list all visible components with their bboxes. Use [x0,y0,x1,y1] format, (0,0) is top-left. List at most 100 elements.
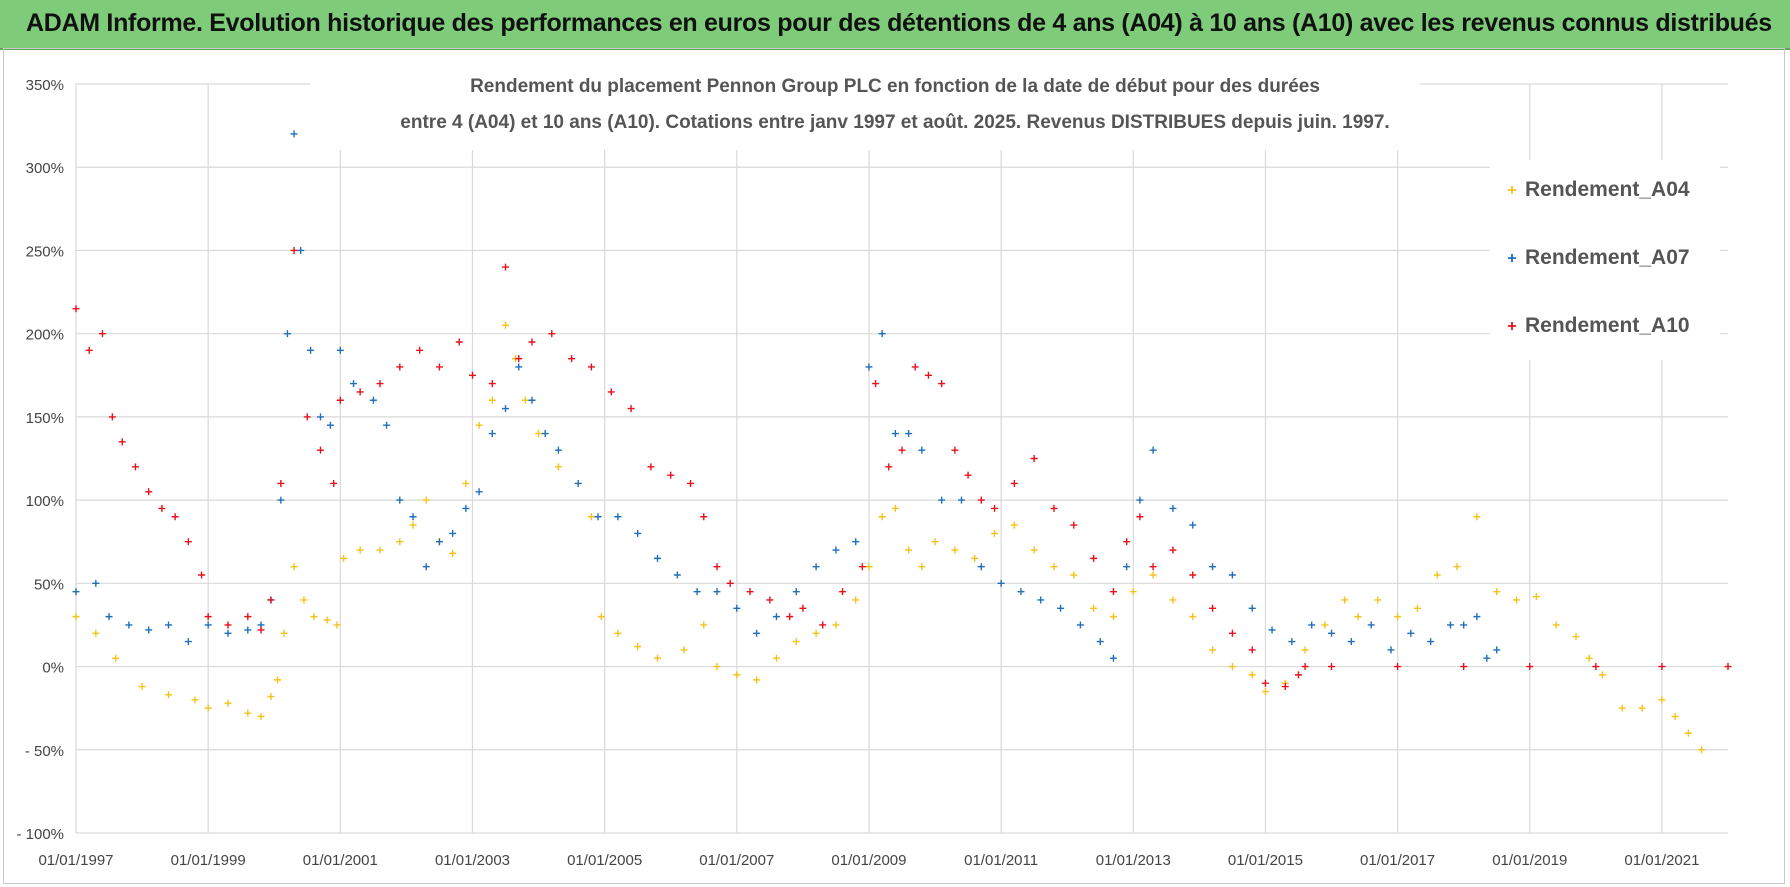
data-point [957,496,965,504]
x-tick-label: 01/01/2015 [1228,852,1303,869]
data-point [1684,729,1692,737]
data-point [1096,638,1104,646]
x-tick-label: 01/01/1999 [171,852,246,869]
data-point [502,263,510,271]
data-point [1460,663,1468,671]
data-point [138,683,146,691]
data-point [1169,546,1177,554]
data-point [1328,663,1336,671]
data-point [997,579,1005,587]
data-point [1050,563,1058,571]
data-point [326,421,334,429]
data-point [488,430,496,438]
data-point [521,396,529,404]
data-point [1301,663,1309,671]
data-point [1129,588,1137,596]
y-tick-label: 0% [42,660,64,677]
data-point [300,596,308,604]
data-point [1341,596,1349,604]
data-point [468,371,476,379]
y-tick-label: - 100% [16,826,64,843]
data-point [680,646,688,654]
data-point [753,676,761,684]
legend-marker [1508,322,1516,330]
data-point [158,504,166,512]
data-point [224,699,232,707]
data-point [733,604,741,612]
data-point [1308,621,1316,629]
data-point [1433,571,1441,579]
data-point [587,363,595,371]
data-point [911,363,919,371]
data-point [1394,663,1402,671]
data-point [184,538,192,546]
data-point [280,629,288,637]
data-point [198,571,206,579]
data-point [1248,646,1256,654]
data-point [224,621,232,629]
data-point [528,338,536,346]
data-point [1592,663,1600,671]
data-point [369,396,377,404]
data-point [72,613,80,621]
data-point [1090,554,1098,562]
data-point [554,463,562,471]
x-tick-label: 01/01/2021 [1624,852,1699,869]
legend-label: Rendement_A04 [1525,178,1690,201]
data-point [1374,596,1382,604]
data-point [191,696,199,704]
data-point [1387,646,1395,654]
data-point [713,663,721,671]
data-point [1017,588,1025,596]
data-point [1473,613,1481,621]
data-point [786,613,794,621]
data-point [587,513,595,521]
data-point [1301,646,1309,654]
data-point [1057,604,1065,612]
data-point [1671,712,1679,720]
data-point [502,321,510,329]
data-point [951,546,959,554]
data-point [340,554,348,562]
data-point [244,709,252,717]
data-point [673,571,681,579]
data-point [515,363,523,371]
data-point [1460,621,1468,629]
data-point [554,446,562,454]
data-point [1149,571,1157,579]
data-point [1050,504,1058,512]
legend-label: Rendement_A07 [1525,246,1690,269]
data-point [257,712,265,720]
data-point [614,513,622,521]
data-point [568,355,576,363]
data-point [105,613,113,621]
header-banner: ADAM Informe. Evolution historique des p… [0,0,1790,50]
data-point [290,246,298,254]
data-point [1109,613,1117,621]
chart-title-line1: Rendement du placement Pennon Group PLC … [470,76,1320,97]
data-point [938,380,946,388]
data-point [257,626,265,634]
data-point [323,616,331,624]
data-point [1532,593,1540,601]
data-point [541,430,549,438]
data-point [72,588,80,596]
data-point [336,346,344,354]
data-point [112,654,120,662]
data-point [1136,496,1144,504]
data-point [1209,563,1217,571]
data-point [528,396,536,404]
data-point [333,621,341,629]
plot-area [72,130,1732,754]
data-point [693,588,701,596]
data-point [905,546,913,554]
data-point [1123,563,1131,571]
y-tick-label: 350% [26,77,64,94]
data-point [356,546,364,554]
data-point [488,396,496,404]
data-point [277,479,285,487]
data-point [1268,626,1276,634]
data-point [799,604,807,612]
data-point [1228,571,1236,579]
x-tick-label: 01/01/2001 [303,852,378,869]
